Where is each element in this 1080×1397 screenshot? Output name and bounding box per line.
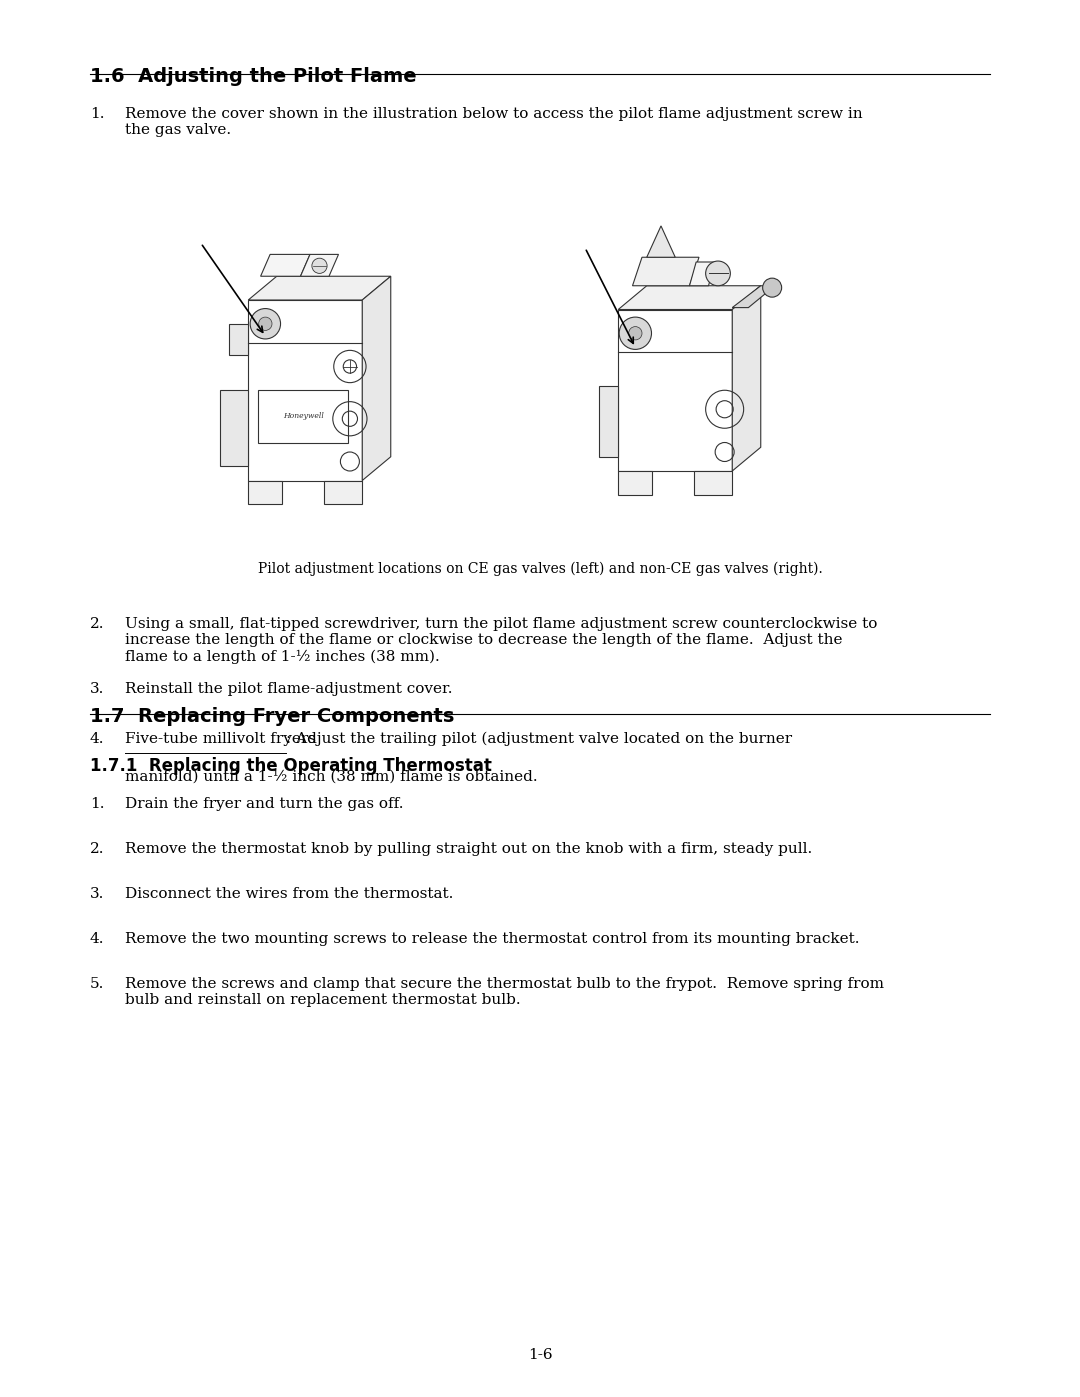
Circle shape [259, 317, 272, 331]
Text: 1.6  Adjusting the Pilot Flame: 1.6 Adjusting the Pilot Flame [90, 67, 417, 87]
Polygon shape [732, 286, 760, 471]
Circle shape [629, 327, 642, 339]
Text: Reinstall the pilot flame-adjustment cover.: Reinstall the pilot flame-adjustment cov… [125, 682, 453, 696]
Circle shape [312, 258, 327, 274]
Text: Disconnect the wires from the thermostat.: Disconnect the wires from the thermostat… [125, 887, 454, 901]
Text: Using a small, flat-tipped screwdriver, turn the pilot flame adjustment screw co: Using a small, flat-tipped screwdriver, … [125, 617, 877, 664]
Text: manifold) until a 1-½ inch (38 mm) flame is obtained.: manifold) until a 1-½ inch (38 mm) flame… [125, 770, 538, 784]
Polygon shape [618, 471, 651, 495]
Text: 5.: 5. [90, 977, 105, 990]
Text: Remove the screws and clamp that secure the thermostat bulb to the frypot.  Remo: Remove the screws and clamp that secure … [125, 977, 885, 1007]
Text: Remove the cover shown in the illustration below to access the pilot flame adjus: Remove the cover shown in the illustrati… [125, 108, 863, 137]
Text: 4.: 4. [90, 732, 105, 746]
Text: Pilot adjustment locations on CE gas valves (left) and non-CE gas valves (right): Pilot adjustment locations on CE gas val… [258, 562, 822, 577]
Text: Remove the two mounting screws to release the thermostat control from its mounti: Remove the two mounting screws to releas… [125, 932, 860, 946]
Polygon shape [633, 257, 699, 286]
Text: 4.: 4. [90, 932, 105, 946]
Text: 1.7  Replacing Fryer Components: 1.7 Replacing Fryer Components [90, 707, 455, 726]
Text: Honeywell: Honeywell [283, 412, 324, 420]
Polygon shape [300, 254, 338, 277]
Text: 1.: 1. [90, 798, 105, 812]
Polygon shape [219, 390, 248, 467]
Text: 2.: 2. [90, 617, 105, 631]
Text: 3.: 3. [90, 887, 105, 901]
Circle shape [705, 261, 730, 286]
Polygon shape [599, 386, 618, 457]
Text: 1.: 1. [90, 108, 105, 122]
Text: Drain the fryer and turn the gas off.: Drain the fryer and turn the gas off. [125, 798, 404, 812]
Polygon shape [324, 481, 362, 504]
Text: Five-tube millivolt fryers: Five-tube millivolt fryers [125, 732, 316, 746]
Circle shape [619, 317, 651, 349]
Polygon shape [689, 263, 715, 286]
Polygon shape [362, 277, 391, 481]
Circle shape [762, 278, 782, 298]
Polygon shape [618, 286, 760, 310]
Polygon shape [248, 481, 282, 504]
Polygon shape [229, 324, 248, 355]
Text: 1.7.1  Replacing the Operating Thermostat: 1.7.1 Replacing the Operating Thermostat [90, 757, 491, 775]
Text: 3.: 3. [90, 682, 105, 696]
Text: Remove the thermostat knob by pulling straight out on the knob with a firm, stea: Remove the thermostat knob by pulling st… [125, 842, 812, 856]
Polygon shape [732, 286, 775, 307]
Polygon shape [647, 226, 675, 257]
Text: 2.: 2. [90, 842, 105, 856]
Polygon shape [248, 277, 391, 300]
Circle shape [251, 309, 281, 339]
Polygon shape [260, 254, 310, 277]
Text: 1-6: 1-6 [528, 1348, 552, 1362]
Text: : Adjust the trailing pilot (adjustment valve located on the burner: : Adjust the trailing pilot (adjustment … [286, 732, 793, 746]
Polygon shape [694, 471, 732, 495]
